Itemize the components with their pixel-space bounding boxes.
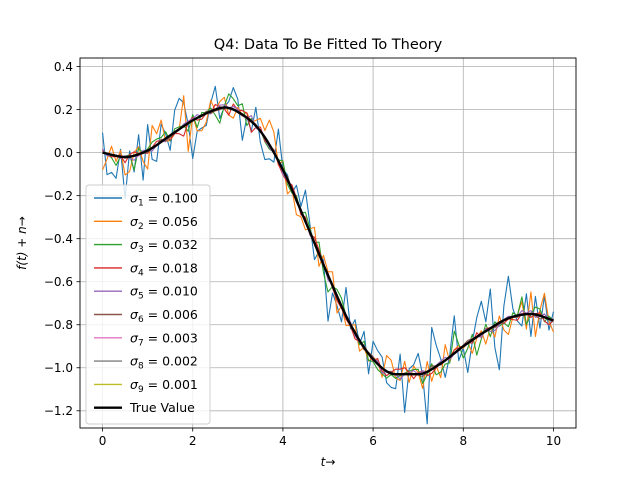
y-tick-label: −1.0 [44, 361, 73, 375]
x-tick-label: 6 [369, 434, 377, 448]
x-tick-label: 8 [459, 434, 467, 448]
y-tick-label: −0.4 [44, 232, 73, 246]
y-tick-label: −0.8 [44, 318, 73, 332]
chart-title: Q4: Data To Be Fitted To Theory [214, 37, 443, 53]
x-tick-label: 2 [189, 434, 197, 448]
y-axis-label: f(t) + n→ [15, 216, 29, 270]
y-tick-label: −0.6 [44, 275, 73, 289]
x-axis-label: t→ [321, 455, 336, 469]
x-tick-label: 10 [546, 434, 561, 448]
y-tick-label: 0.2 [54, 103, 73, 117]
x-tick-label: 0 [99, 434, 107, 448]
y-tick-label: 0.0 [54, 146, 73, 160]
legend-entry: True Value [129, 400, 195, 415]
legend-value: = 0.003 [144, 330, 198, 345]
legend-value: = 0.010 [144, 284, 198, 299]
legend-value: = 0.001 [144, 377, 198, 392]
legend-value: = 0.056 [144, 214, 198, 229]
legend-value: = 0.018 [144, 260, 198, 275]
legend-value: = 0.002 [144, 354, 198, 369]
legend-value: = 0.100 [144, 191, 198, 206]
y-tick-label: −1.2 [44, 404, 73, 418]
legend-value: = 0.006 [144, 307, 198, 322]
legend-value: = 0.032 [144, 237, 198, 252]
y-tick-label: 0.4 [54, 60, 73, 74]
x-tick-label: 4 [279, 434, 287, 448]
y-tick-label: −0.2 [44, 189, 73, 203]
